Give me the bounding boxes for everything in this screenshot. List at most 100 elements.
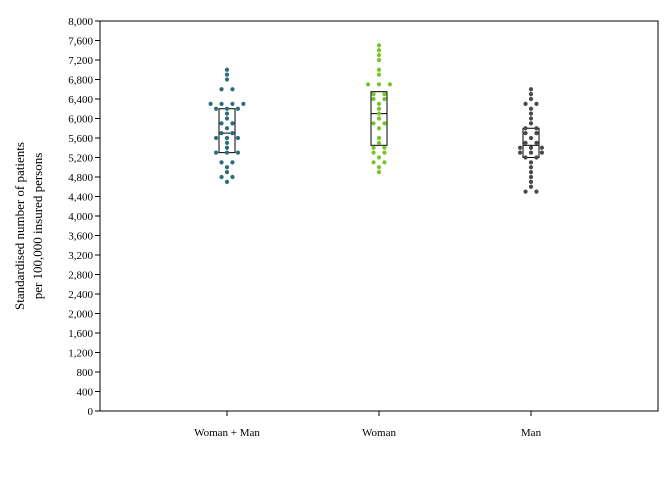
data-point: [371, 150, 376, 155]
data-point: [528, 87, 534, 92]
data-points: [208, 43, 545, 194]
y-tick-label: 6,000: [68, 114, 93, 126]
y-tick-label: 3,200: [68, 250, 93, 262]
data-point: [523, 101, 528, 106]
x-axis: Woman + Man Woman Man: [194, 411, 542, 439]
data-point: [376, 126, 382, 131]
data-point: [534, 131, 539, 136]
data-point: [224, 116, 230, 121]
y-tick-label: 5,200: [68, 153, 93, 165]
data-point: [534, 155, 539, 160]
y-tick-label: 2,400: [68, 289, 93, 301]
data-point: [528, 135, 534, 141]
data-point: [376, 67, 382, 72]
data-point: [528, 121, 534, 126]
data-point: [213, 150, 219, 155]
data-point: [528, 96, 534, 102]
y-tick-label: 400: [77, 387, 94, 399]
y-tick-label: 1,200: [68, 348, 93, 360]
data-point: [230, 101, 235, 106]
y-tick-label: 7,200: [68, 55, 93, 67]
data-point: [534, 189, 539, 194]
y-tick-label: 4,000: [68, 211, 93, 223]
data-point: [230, 160, 235, 165]
box: [522, 127, 540, 158]
data-point: [219, 131, 224, 136]
y-axis: 0 400 800 1,200 1,600 2,000 2,400 2,800 3,200 3,6…: [68, 16, 100, 418]
data-point: [230, 131, 235, 136]
y-tick-label: 6,800: [68, 75, 93, 87]
data-point: [213, 106, 219, 111]
y-tick-label: 800: [77, 367, 94, 379]
data-point: [371, 145, 376, 150]
data-point: [371, 160, 376, 165]
data-point: [224, 111, 230, 116]
data-point: [219, 121, 224, 126]
y-tick-label: 4,800: [68, 172, 93, 184]
box-plots: [218, 91, 540, 158]
data-point: [230, 121, 235, 126]
data-point: [224, 135, 230, 141]
data-point: [208, 101, 213, 106]
data-point: [528, 116, 534, 121]
data-point: [376, 116, 382, 121]
data-point: [382, 92, 387, 97]
data-point: [376, 57, 382, 63]
data-point: [528, 92, 534, 97]
data-point: [376, 48, 382, 53]
y-tick-label: 1,600: [68, 328, 93, 340]
data-point: [224, 150, 230, 155]
x-tick-label: Man: [521, 427, 542, 439]
data-point: [219, 160, 224, 165]
data-point: [235, 106, 241, 111]
x-tick-label: Woman + Man: [194, 427, 260, 439]
data-point: [241, 101, 246, 106]
data-point: [517, 145, 523, 150]
data-point: [528, 165, 534, 170]
data-point: [224, 72, 230, 77]
y-tick-label: 2,000: [68, 309, 93, 321]
data-point: [371, 96, 376, 102]
data-point: [376, 135, 382, 141]
data-point: [382, 121, 387, 126]
y-tick-label: 0: [88, 406, 94, 418]
data-point: [219, 174, 224, 180]
y-tick-label: 3,600: [68, 231, 93, 243]
data-point: [523, 140, 528, 145]
data-point: [382, 160, 387, 165]
data-point: [224, 140, 230, 145]
data-point: [528, 111, 534, 116]
box: [370, 91, 388, 146]
data-point: [376, 106, 382, 111]
data-point: [376, 155, 382, 160]
data-point: [376, 165, 382, 170]
data-point: [371, 92, 376, 97]
data-point: [528, 106, 534, 111]
data-point: [539, 150, 545, 155]
data-point: [224, 145, 230, 150]
data-point: [376, 101, 382, 106]
x-tick-label: Woman: [362, 427, 396, 439]
y-tick-label: 2,800: [68, 270, 93, 282]
data-point: [517, 150, 523, 155]
data-point: [523, 155, 528, 160]
y-tick-label: 4,400: [68, 192, 93, 204]
data-point: [230, 174, 235, 180]
data-point: [224, 179, 230, 184]
data-point: [376, 82, 382, 87]
data-point: [376, 140, 382, 145]
data-point: [528, 174, 534, 180]
data-point: [534, 101, 539, 106]
data-point: [528, 179, 534, 184]
data-point: [528, 170, 534, 175]
data-point: [528, 150, 534, 155]
y-tick-label: 6,400: [68, 94, 93, 106]
data-point: [539, 145, 545, 150]
y-axis-title-line-2: per 100,000 insured persons: [30, 153, 45, 300]
data-point: [376, 72, 382, 77]
data-point: [534, 140, 539, 145]
data-point: [523, 131, 528, 136]
data-point: [224, 170, 230, 175]
data-point: [235, 135, 241, 141]
data-point: [376, 43, 382, 48]
